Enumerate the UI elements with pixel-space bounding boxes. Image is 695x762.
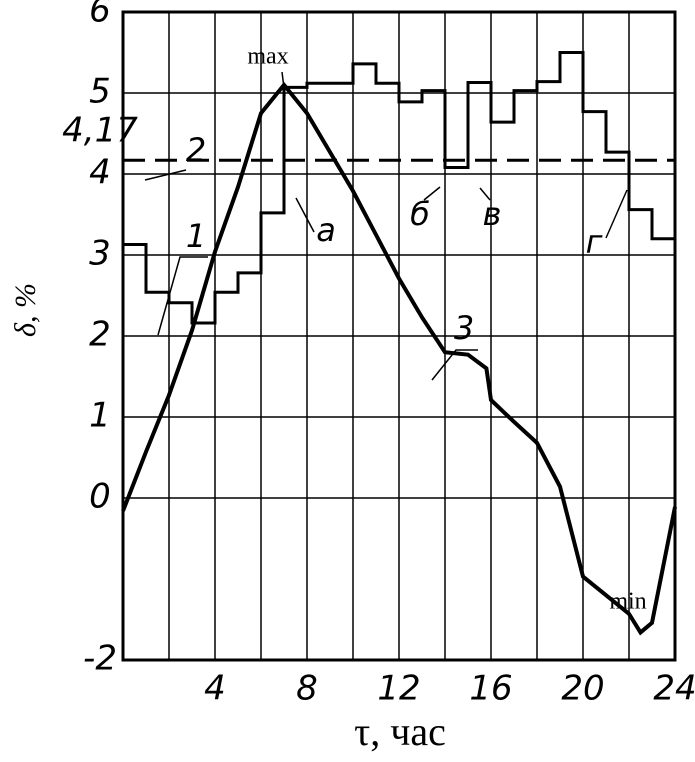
y-tick-label: 3 [89,234,111,274]
y-tick-label: 0 [89,477,111,517]
x-tick-label: 16 [469,669,512,709]
x-axis-label: τ, час [354,709,446,754]
x-tick-label: 24 [653,669,695,709]
x-tick-label: 8 [296,669,318,709]
y-tick-label: 4,17 [62,111,138,151]
leader [423,186,441,201]
y-tick-label: 5 [89,72,111,112]
annotation: г [586,223,603,261]
y-axis-label: δ, % [9,283,42,337]
leader-lines [144,71,628,381]
x-tick-label: 4 [204,669,226,709]
legend-label: 2 [186,131,206,169]
series-line [121,81,677,636]
annotation: б [410,195,430,233]
annotation: max [247,44,288,70]
leader [157,256,208,336]
series-line [123,51,675,325]
x-tick-label: 12 [377,669,420,709]
y-tick-label: -2 [83,639,117,679]
leader [479,187,491,201]
y-tick-label: 2 [89,315,111,355]
annotation: в [483,195,502,233]
x-tick-label: 20 [561,669,604,709]
annotation: а [316,211,336,249]
leader [431,349,478,381]
leader [295,197,315,233]
legend-label: 1 [186,217,206,255]
leader [144,169,187,181]
y-tick-label: 1 [89,396,111,436]
y-tick-label: 4 [89,153,111,193]
legend-label: 3 [454,309,474,347]
leader [605,189,628,239]
y-tick-label: 6 [89,0,111,31]
